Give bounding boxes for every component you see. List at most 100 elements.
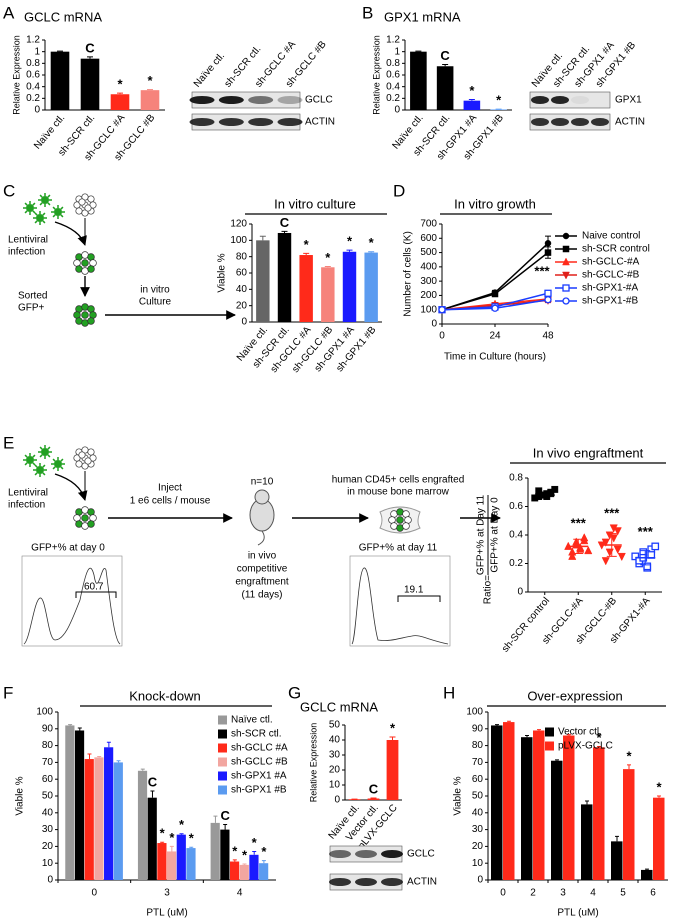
y-axis-label: Relative Expression — [308, 723, 318, 803]
marker — [544, 249, 552, 256]
cell-spikes — [51, 457, 65, 471]
legend-label: sh-GPX1-#B — [582, 296, 638, 307]
legend-swatch — [218, 757, 227, 767]
bar — [74, 730, 85, 880]
white-cell — [75, 207, 83, 215]
bar — [110, 94, 130, 110]
y-axis-label: Viable % — [453, 776, 464, 815]
blot-band — [218, 118, 244, 126]
marker — [568, 551, 577, 560]
marker — [651, 542, 660, 551]
y-tick-label: 0.2 — [386, 93, 400, 104]
y-tick-label: 0.2 — [26, 93, 40, 104]
error-bar — [232, 859, 237, 862]
error-bar — [495, 724, 499, 726]
error-bar — [87, 753, 92, 760]
x-tick-label: 2 — [530, 888, 536, 899]
cell-spikes — [33, 211, 47, 225]
green-cell — [81, 311, 89, 319]
y-axis-label-numerator: GFP+% at Day 11 — [476, 495, 487, 576]
error-bar — [468, 99, 475, 101]
y-tick-label: 50 — [329, 720, 341, 731]
bar — [176, 834, 186, 880]
y-axis-label: Viable % — [15, 776, 26, 815]
y-tick-label: 0.2 — [509, 558, 523, 569]
chart-title: Over-expression — [527, 688, 622, 703]
diagram-text: GFP+ — [18, 303, 45, 314]
bar — [490, 109, 507, 110]
significance-label: C — [220, 808, 230, 823]
marker — [544, 289, 552, 297]
y-tick-label: 50 — [472, 791, 484, 802]
chart-title: GPX1 mRNA — [384, 9, 461, 24]
y-tick-label: 300 — [420, 276, 437, 287]
error-bar — [615, 835, 619, 842]
legend-label: sh-GCLC-#B — [582, 270, 640, 281]
significance-label: * — [169, 830, 175, 845]
blot-row-label: GCLC — [305, 95, 333, 106]
error-bar — [567, 734, 571, 736]
marker — [547, 490, 555, 498]
y-tick-label: 1.2 — [26, 35, 40, 46]
marker — [562, 232, 570, 240]
error-bar — [627, 764, 631, 770]
blot-band — [591, 118, 609, 126]
bar — [551, 760, 563, 880]
legend-swatch — [545, 741, 554, 751]
error-bar — [117, 92, 123, 95]
bar — [611, 841, 623, 880]
bar — [386, 740, 399, 800]
y-tick-label: 20 — [42, 841, 54, 852]
chart-title: GCLC mRNA — [300, 699, 378, 714]
y-tick-label: 0.4 — [386, 81, 400, 92]
bar — [410, 51, 427, 110]
green-cell — [36, 466, 44, 474]
error-bar — [150, 790, 155, 798]
white-cell — [84, 457, 92, 465]
legend-swatch — [218, 715, 227, 725]
significance-label: * — [261, 844, 267, 859]
legend-swatch — [218, 771, 227, 781]
blot-row-label: GCLC — [407, 849, 435, 860]
x-axis-label: Time in Culture (hours) — [444, 352, 546, 363]
white-cell — [87, 448, 95, 456]
error-bar — [223, 824, 228, 830]
error-bar — [389, 736, 396, 740]
diagram-text: infection — [8, 500, 45, 511]
error-bar — [259, 235, 266, 241]
marker — [613, 545, 622, 555]
bar — [157, 843, 167, 880]
cell-spikes — [23, 201, 37, 215]
diagram-text: n=10 — [251, 477, 274, 488]
y-tick-label: 70 — [42, 757, 54, 768]
error-bar — [555, 759, 559, 761]
error-bar — [281, 230, 288, 233]
significance-label: * — [179, 817, 185, 832]
y-tick-label: 40 — [42, 807, 54, 818]
bar — [50, 51, 70, 110]
y-axis-label: Number of cells (K) — [403, 231, 414, 317]
panel-label: B — [362, 3, 373, 22]
gate — [75, 591, 117, 598]
gate-value: 19.1 — [404, 585, 424, 596]
marker — [643, 562, 652, 571]
error-bar — [368, 251, 375, 253]
significance-label: *** — [638, 524, 654, 539]
bar — [299, 255, 313, 322]
chart-title: In vitro growth — [454, 196, 536, 211]
y-tick-label: 10 — [329, 780, 341, 791]
x-tick-label: 24 — [489, 331, 501, 342]
cell-spikes — [33, 463, 47, 477]
error-bar — [252, 850, 257, 855]
blot-band — [355, 850, 377, 858]
blot-row-label: GPX1 — [615, 95, 642, 106]
bar — [104, 747, 114, 880]
legend-label: sh-GCLC #B — [231, 757, 288, 768]
significance-label: C — [280, 215, 290, 230]
marker — [631, 552, 640, 561]
bar — [436, 66, 454, 110]
sd-bar — [539, 491, 550, 499]
significance-label: * — [147, 73, 153, 88]
x-tick-label: 48 — [542, 331, 554, 342]
